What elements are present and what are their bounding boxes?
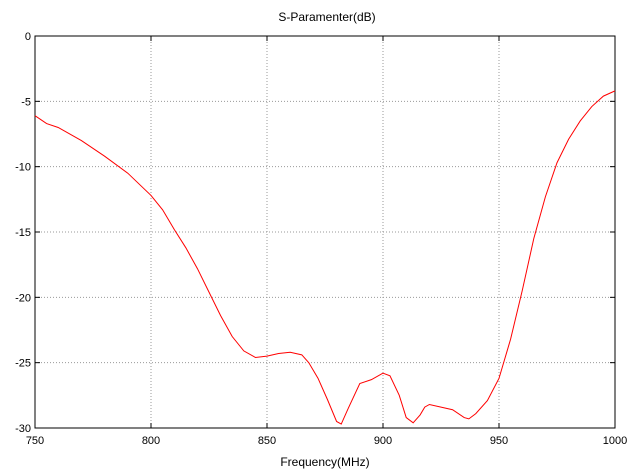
x-tick-label: 800 (142, 435, 160, 447)
x-tick-label: 900 (374, 435, 392, 447)
y-axis-tick-labels: 0 -5 -10 -15 -20 -25 -30 (15, 31, 31, 435)
y-tick-label: -5 (21, 96, 31, 108)
series-line (34, 90, 616, 425)
x-tick-label: 750 (26, 435, 44, 447)
x-axis-label: Frequency(MHz) (280, 455, 369, 469)
x-tick-label: 1000 (603, 435, 627, 447)
y-tick-label: -25 (15, 358, 31, 370)
y-tick-label: -10 (15, 162, 31, 174)
y-tick-label: -30 (15, 423, 31, 435)
grid (35, 36, 615, 428)
y-tick-label: -20 (15, 292, 31, 304)
axis-ticks (34, 35, 616, 429)
chart-title: S-Paramenter(dB) (278, 10, 375, 24)
x-tick-label: 850 (258, 435, 276, 447)
x-axis-tick-labels: 750 800 850 900 950 1000 (26, 435, 627, 447)
y-tick-label: 0 (25, 31, 31, 43)
x-tick-label: 950 (490, 435, 508, 447)
y-tick-label: -15 (15, 227, 31, 239)
